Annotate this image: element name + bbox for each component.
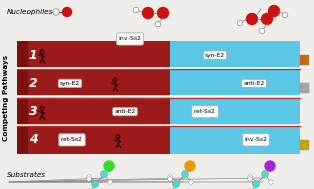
- Text: anti-E2: anti-E2: [243, 81, 265, 86]
- Circle shape: [265, 161, 275, 171]
- Text: syn-E2: syn-E2: [205, 53, 225, 58]
- Circle shape: [252, 180, 259, 187]
- Circle shape: [185, 161, 195, 171]
- Circle shape: [259, 28, 265, 34]
- Text: 4: 4: [29, 133, 37, 146]
- Circle shape: [246, 13, 257, 25]
- Text: anti-E2: anti-E2: [114, 109, 136, 114]
- Bar: [170, 41, 300, 154]
- Circle shape: [87, 177, 91, 181]
- Bar: [17, 41, 170, 154]
- Bar: [300, 55, 309, 65]
- Circle shape: [248, 177, 252, 181]
- Circle shape: [237, 20, 243, 26]
- Circle shape: [108, 180, 112, 184]
- Circle shape: [91, 180, 99, 187]
- Text: 1: 1: [29, 49, 37, 62]
- Bar: [300, 140, 309, 150]
- Text: Substrates: Substrates: [7, 172, 46, 178]
- Circle shape: [62, 8, 72, 16]
- Circle shape: [143, 8, 154, 19]
- Circle shape: [104, 161, 114, 171]
- Bar: [17, 41, 28, 154]
- Circle shape: [282, 12, 288, 18]
- Circle shape: [189, 180, 193, 184]
- Circle shape: [248, 175, 252, 179]
- Circle shape: [301, 85, 308, 92]
- Circle shape: [87, 175, 91, 179]
- Circle shape: [53, 9, 59, 15]
- Text: 3: 3: [29, 105, 37, 118]
- Circle shape: [268, 5, 279, 16]
- Circle shape: [301, 141, 308, 148]
- Circle shape: [155, 21, 161, 27]
- Text: Competing Pathways: Competing Pathways: [3, 54, 9, 141]
- Circle shape: [262, 170, 268, 177]
- Text: ret-S$_N$2: ret-S$_N$2: [193, 107, 217, 116]
- Text: 2: 2: [29, 77, 37, 90]
- Circle shape: [301, 57, 308, 64]
- Circle shape: [172, 180, 180, 187]
- Circle shape: [168, 177, 172, 181]
- Bar: [300, 83, 309, 93]
- Circle shape: [133, 7, 139, 13]
- Circle shape: [269, 180, 273, 184]
- Text: syn-E2: syn-E2: [60, 81, 80, 86]
- Circle shape: [158, 8, 169, 19]
- Circle shape: [181, 170, 188, 177]
- Circle shape: [100, 170, 107, 177]
- Circle shape: [262, 13, 273, 25]
- Text: ret-S$_N$2: ret-S$_N$2: [61, 136, 84, 144]
- Text: Nucleophiles: Nucleophiles: [7, 9, 53, 15]
- Text: inv-S$_N$2: inv-S$_N$2: [118, 35, 142, 43]
- Text: inv-S$_N$2: inv-S$_N$2: [244, 136, 268, 144]
- Circle shape: [168, 175, 172, 179]
